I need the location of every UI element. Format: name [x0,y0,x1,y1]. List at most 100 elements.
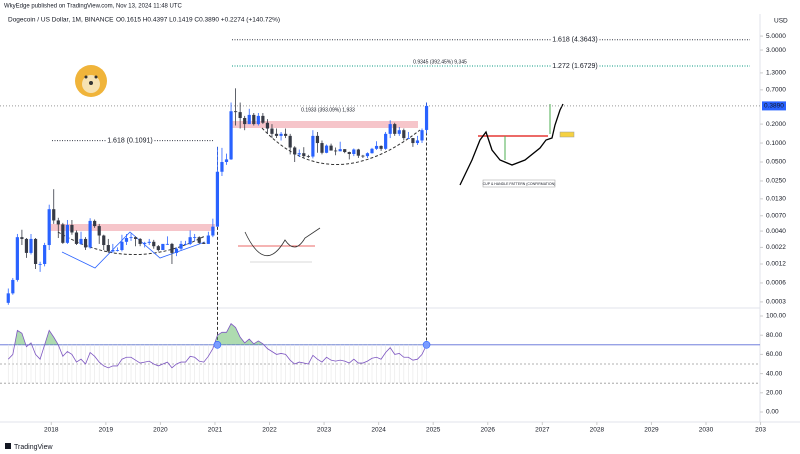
candle-body [261,115,265,123]
y-tick-label: 0.1000 [766,140,786,147]
candle-body [174,248,179,253]
candle-body [61,224,65,243]
candle-body [143,242,147,244]
y-tick-label: 0.0040 [766,228,786,235]
candle-body [24,238,29,253]
cup-curve [57,231,206,256]
y-tick-label: 0.2000 [766,121,786,128]
y-tick-label: 0.7000 [766,87,786,94]
candle-body [83,238,88,248]
candle-body [388,124,392,134]
fib-label: 1.272 (1.6729) [552,63,598,70]
candle-body [161,243,165,251]
resistance-zone [48,224,215,231]
candle-body [320,143,324,153]
candle-body [365,153,370,157]
candle-body [229,111,233,160]
candle-body [197,237,201,243]
candle-body [170,243,174,253]
candle-body [206,235,210,244]
candle-body [420,130,424,141]
candle-body [302,153,306,157]
x-tick-label: 203 [755,427,766,434]
candle-body [97,226,101,236]
candle-body [88,220,92,248]
candle-body [338,149,342,152]
rsi-line [7,323,427,369]
chart-title: Dogecoin / US Dollar, 1M, BINANCE [8,17,114,24]
candle-body [165,243,170,245]
x-tick-label: 2026 [481,427,496,434]
candle-body [33,238,38,264]
cup-inset [238,227,321,263]
rsi-tick-label: 40.00 [766,370,783,377]
candle-body [256,115,260,125]
candle-body [124,238,129,242]
x-tick-label: 2019 [99,427,114,434]
candle-body [347,152,351,154]
candle-body [393,124,397,134]
candle-body [379,145,383,149]
footer-text: TradingView [14,444,53,451]
candle-body [70,224,74,233]
y-tick-label: 0.0012 [766,261,786,268]
candle-body [52,209,56,221]
annotation: 0.1933 (393.09%) 1,933 [301,107,355,113]
y-tick-label: 0.0022 [766,244,786,251]
candle-body [129,237,133,239]
candle-body [402,130,406,139]
candle-body [324,145,329,153]
candle-body [15,237,19,280]
footer: TradingView [5,443,53,451]
candle-body [47,209,51,246]
candle-body [270,128,274,134]
candle-body [361,155,365,157]
x-tick-label: 2022 [262,427,277,434]
cup-curve [261,127,421,165]
candle-body [406,138,410,139]
header: WkyEdge published on TradingView.com, No… [4,4,183,10]
fib-label: 1.618 (0.1091) [107,138,153,145]
candle-body [215,171,220,227]
y-tick-label: 1.3000 [766,70,786,77]
candle-body [93,220,97,227]
candle-body [243,117,247,125]
candle-body [220,162,224,172]
candle-body [79,238,83,244]
candle-body [43,245,47,264]
y-tick-label: 0.0003 [766,299,786,306]
x-tick-label: 2020 [153,427,168,434]
candle-body [279,133,283,136]
candle-body [356,149,360,156]
candle-body [211,226,215,236]
candle-body [193,237,197,238]
candle-body [65,224,69,243]
candle-body [20,237,24,239]
candle-body [38,263,42,265]
candle-body [293,147,297,155]
y-tick-label: 0.0500 [766,159,786,166]
last-price-box [762,101,786,111]
candle-body [74,232,79,244]
candle-body [411,138,415,144]
candle-body [238,112,242,118]
cup-projection [459,103,575,188]
candle-body [188,237,192,244]
candle-body [384,133,388,149]
y-tick-label: 3.0000 [766,47,786,54]
x-tick-label: 2021 [208,427,223,434]
annotation: 0.9345 (392.45%) 9,345 [413,59,467,65]
candle-body [311,135,315,157]
candle-body [288,135,292,148]
candle-body [183,243,188,245]
x-tick-label: 2030 [699,427,714,434]
candle-body [352,149,356,154]
candle-body [265,122,270,129]
y-tick-label: 0.0130 [766,196,786,203]
candle-body [111,250,115,252]
rsi-tick-label: 0.00 [766,409,779,416]
rsi-tick-label: 60.00 [766,351,783,358]
y-tick-label: 0.0070 [766,212,786,219]
candle-body [284,133,288,136]
x-tick-label: 2025 [426,427,441,434]
